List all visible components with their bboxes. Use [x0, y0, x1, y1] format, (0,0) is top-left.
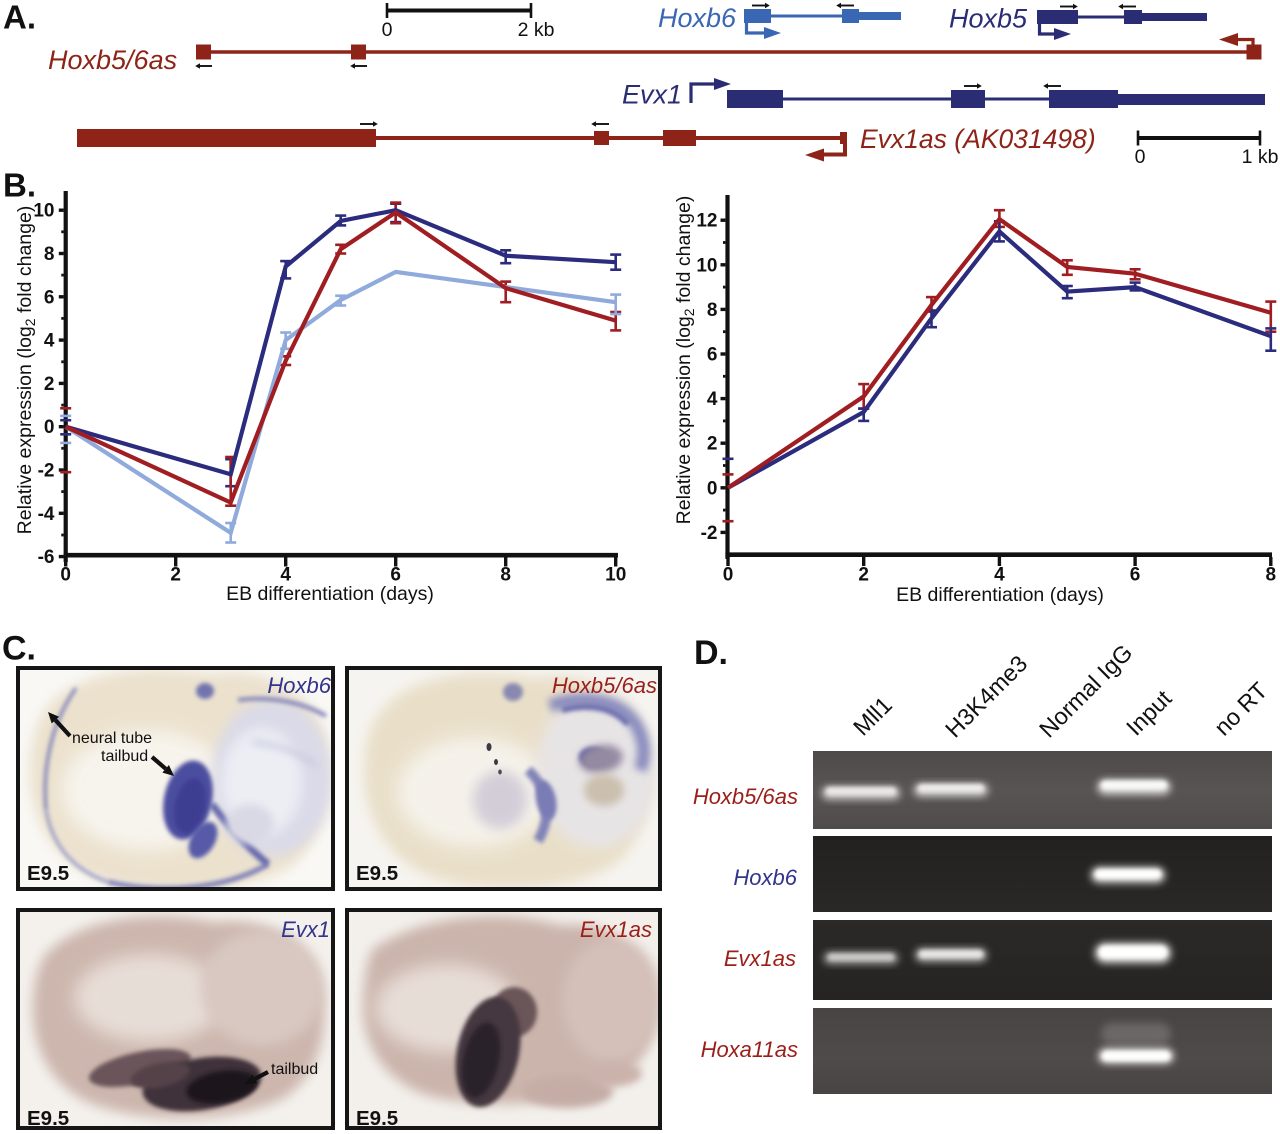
svg-text:Hoxb6: Hoxb6 — [658, 3, 737, 33]
svg-text:Hoxb5: Hoxb5 — [949, 4, 1028, 34]
svg-text:-4: -4 — [38, 504, 55, 525]
svg-text:Evx1: Evx1 — [281, 917, 330, 942]
svg-text:EB differentiation (days): EB differentiation (days) — [896, 584, 1104, 606]
svg-text:E9.5: E9.5 — [356, 1107, 398, 1130]
svg-text:-2: -2 — [701, 523, 718, 544]
svg-text:4: 4 — [994, 565, 1005, 586]
svg-text:10: 10 — [33, 201, 54, 222]
svg-text:H3K4me3: H3K4me3 — [940, 650, 1032, 742]
svg-text:2: 2 — [170, 565, 181, 586]
svg-text:10: 10 — [696, 255, 717, 276]
svg-text:10: 10 — [605, 565, 626, 586]
svg-text:4: 4 — [44, 331, 55, 352]
svg-text:Hoxb6: Hoxb6 — [733, 865, 797, 890]
svg-text:Hoxb6: Hoxb6 — [267, 673, 331, 698]
svg-text:Mll1: Mll1 — [848, 692, 897, 741]
svg-text:Input: Input — [1121, 685, 1177, 741]
svg-text:0: 0 — [1135, 146, 1146, 168]
svg-text:EB differentiation (days): EB differentiation (days) — [226, 583, 434, 605]
svg-text:neural tube: neural tube — [72, 730, 152, 747]
svg-text:Hoxb5/6as: Hoxb5/6as — [48, 45, 177, 75]
svg-text:Relative expression (log2 fold: Relative expression (log2 fold change) — [673, 196, 697, 525]
svg-text:0: 0 — [60, 565, 71, 586]
svg-text:Evx1: Evx1 — [622, 80, 682, 110]
svg-text:Evx1as: Evx1as — [580, 917, 652, 942]
svg-text:0: 0 — [723, 565, 734, 586]
svg-text:6: 6 — [390, 565, 401, 586]
svg-text:Relative expression (log2 fold: Relative expression (log2 fold change) — [14, 206, 38, 535]
svg-text:-6: -6 — [38, 547, 55, 568]
svg-text:Normal IgG: Normal IgG — [1034, 639, 1137, 742]
svg-text:2: 2 — [44, 374, 55, 395]
svg-text:-2: -2 — [38, 461, 55, 482]
svg-text:8: 8 — [707, 300, 718, 321]
svg-text:tailbud: tailbud — [271, 1061, 318, 1078]
svg-text:2 kb: 2 kb — [518, 19, 555, 41]
svg-text:Hoxb5/6as: Hoxb5/6as — [552, 673, 657, 698]
svg-text:B.: B. — [3, 167, 36, 204]
svg-text:0: 0 — [382, 19, 393, 41]
svg-text:A.: A. — [3, 0, 36, 36]
svg-text:4: 4 — [280, 565, 291, 586]
svg-text:6: 6 — [707, 345, 718, 366]
svg-text:6: 6 — [1130, 565, 1141, 586]
svg-text:4: 4 — [707, 389, 718, 410]
svg-text:no RT: no RT — [1209, 677, 1272, 740]
svg-text:8: 8 — [500, 565, 511, 586]
svg-text:6: 6 — [44, 287, 55, 308]
svg-text:Evx1as: Evx1as — [724, 946, 796, 971]
svg-text:8: 8 — [44, 244, 55, 265]
svg-text:Hoxb5/6as: Hoxb5/6as — [693, 784, 798, 809]
svg-text:E9.5: E9.5 — [27, 1107, 69, 1130]
svg-text:8: 8 — [1266, 565, 1277, 586]
svg-text:C.: C. — [2, 630, 36, 668]
svg-text:12: 12 — [696, 211, 717, 232]
svg-text:2: 2 — [858, 565, 869, 586]
svg-text:0: 0 — [44, 417, 55, 438]
svg-text:Evx1as (AK031498): Evx1as (AK031498) — [860, 124, 1096, 154]
svg-text:1 kb: 1 kb — [1242, 146, 1279, 168]
svg-text:D.: D. — [694, 634, 728, 672]
svg-text:2: 2 — [707, 434, 718, 455]
svg-text:E9.5: E9.5 — [356, 862, 398, 885]
svg-text:0: 0 — [707, 478, 718, 499]
svg-text:Hoxa11as: Hoxa11as — [701, 1037, 798, 1062]
svg-text:E9.5: E9.5 — [27, 862, 69, 885]
svg-text:tailbud: tailbud — [101, 748, 148, 765]
